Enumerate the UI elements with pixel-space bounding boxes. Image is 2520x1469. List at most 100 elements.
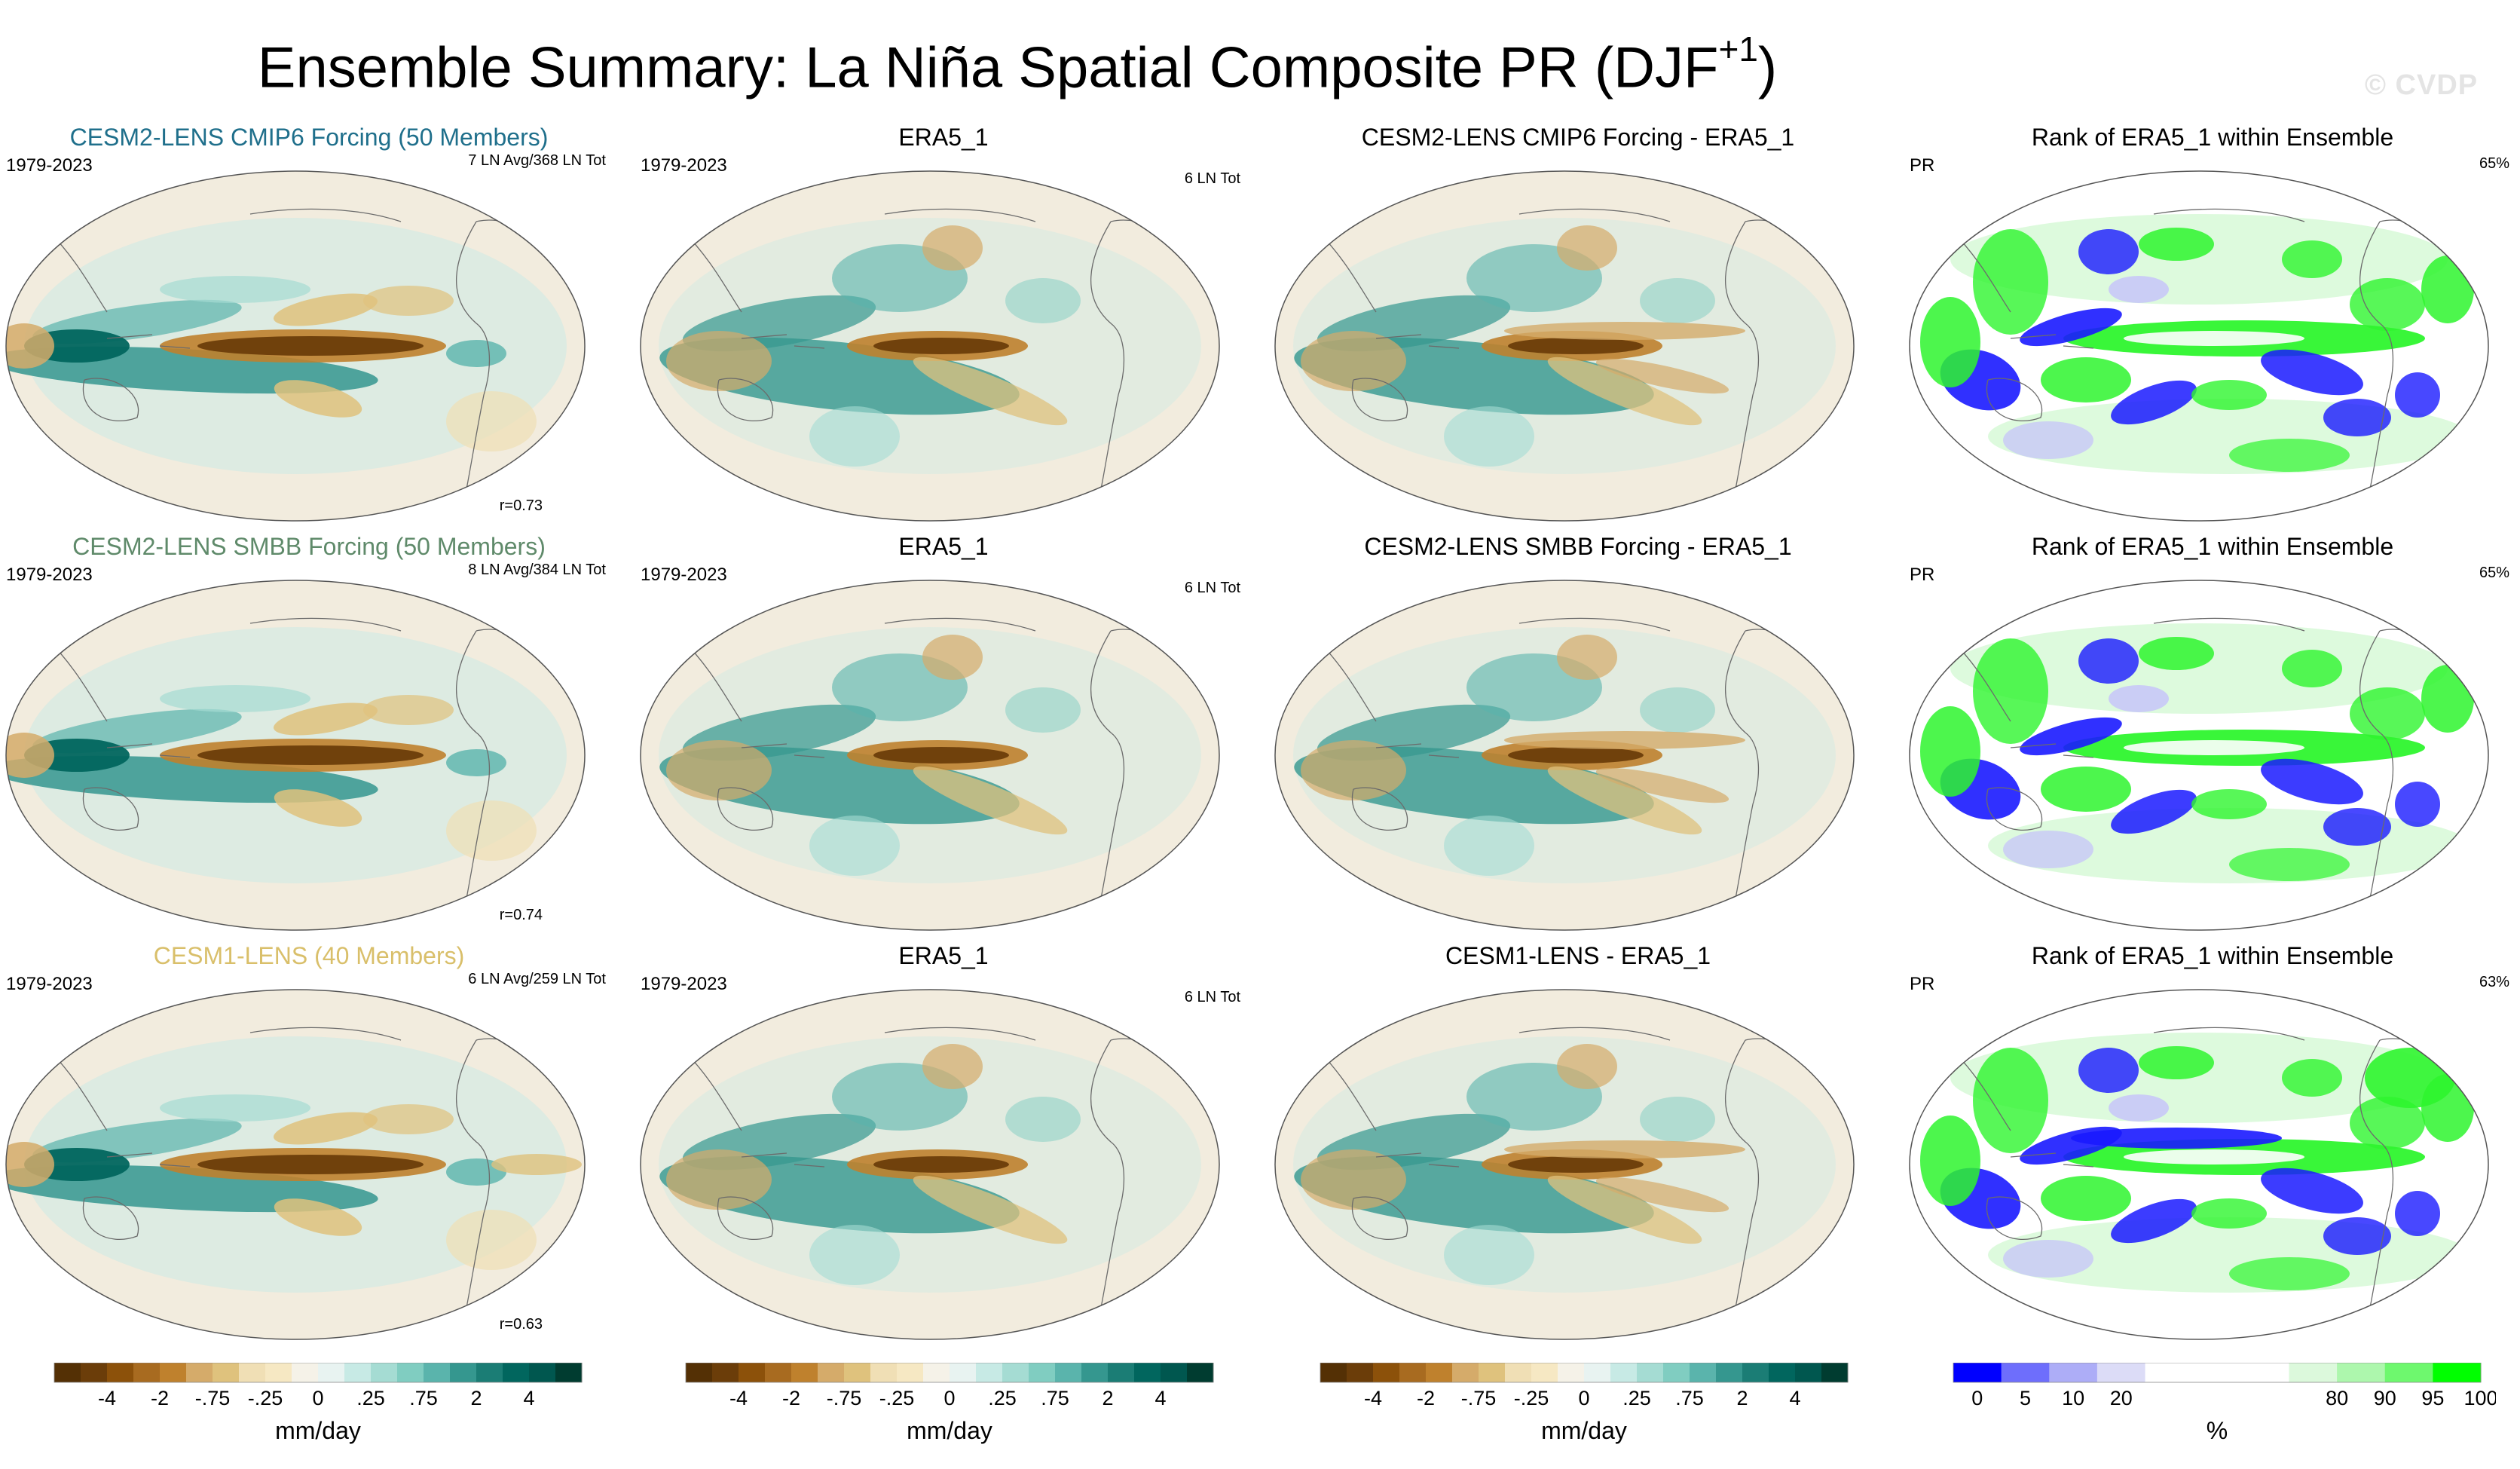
colorbar-tick-label: .75 [1041, 1387, 1069, 1409]
precip-anomaly-region [1640, 687, 1715, 733]
colorbar-swatch [1187, 1363, 1214, 1382]
precip-anomaly-region [1444, 1225, 1534, 1285]
colorbar-swatch [1716, 1363, 1743, 1382]
precip-anomaly-region [2078, 638, 2139, 684]
precip-anomaly-region [873, 747, 1009, 764]
coastline [1375, 334, 1460, 349]
colorbar-swatch [712, 1363, 739, 1382]
precip-anomaly-region [2139, 637, 2214, 670]
map-outline [5, 989, 586, 1340]
map-obs [640, 989, 1220, 1340]
event-count-label: 7 LN Avg/368 LN Tot [468, 152, 606, 169]
precip-anomaly-region [1950, 623, 2448, 714]
colorbar-swatch [2096, 1363, 2146, 1382]
colorbar-pr-1-svg: -4 -2 -.75 -.25 0 .25 .75 2 4 [54, 1363, 583, 1409]
colorbar-tick-label: 0 [1578, 1387, 1589, 1409]
precip-anomaly-region [1508, 1156, 1644, 1173]
colorbar-swatch [239, 1363, 266, 1382]
map-panel-obs: ERA5_1 1979-2023 6 LN Tot [635, 122, 1252, 529]
colorbar-tick-label: -.75 [1461, 1387, 1497, 1409]
correlation-label: r=0.74 [499, 907, 543, 923]
colorbar-unit: % [2206, 1417, 2228, 1444]
colorbar-swatch [1161, 1363, 1188, 1382]
panel-title: CESM2-LENS CMIP6 Forcing (50 Members) [69, 124, 549, 151]
precip-anomaly-region [666, 1149, 772, 1210]
precip-anomaly-region [2191, 1198, 2267, 1229]
colorbar-unit: mm/day [1541, 1417, 1627, 1444]
colorbar-tick-label: -4 [98, 1387, 116, 1409]
precip-anomaly-region [2365, 1048, 2455, 1108]
map-rank [1909, 989, 2489, 1340]
colorbar-tick-label: 5 [2020, 1387, 2031, 1409]
precip-anomaly-region [1508, 338, 1644, 354]
years-label: 1979-2023 [641, 974, 727, 994]
precip-anomaly-region [1595, 358, 1729, 394]
precip-anomaly-region [1557, 635, 1617, 680]
precip-anomaly-region [1973, 638, 2048, 744]
colorbar-tick-label: -2 [1417, 1387, 1435, 1409]
colorbar-swatch [397, 1363, 424, 1382]
colorbar-swatch [1134, 1363, 1161, 1382]
panel-title: CESM2-LENS CMIP6 Forcing - ERA5_1 [1361, 124, 1795, 151]
colorbar-swatch [2289, 1363, 2338, 1382]
panel-title: ERA5_1 [898, 942, 989, 969]
colorbar-swatch [476, 1363, 503, 1382]
precip-anomaly-region [2109, 1094, 2169, 1122]
coastline [1375, 1152, 1460, 1168]
precip-anomaly-region [2191, 789, 2267, 819]
colorbar-swatch [1769, 1363, 1796, 1382]
event-count-label: 8 LN Avg/384 LN Tot [468, 562, 606, 578]
coastline [2359, 1039, 2393, 1312]
colorbar-tick-label: -.25 [1514, 1387, 1549, 1409]
colorbar-swatch [2433, 1363, 2482, 1382]
panel-title: Rank of ERA5_1 within Ensemble [2031, 533, 2394, 560]
colorbar-swatch [791, 1363, 818, 1382]
precip-anomaly-region [1920, 297, 1980, 387]
coastline [2359, 630, 2393, 903]
coastline [1351, 787, 1408, 831]
precip-anomaly-region [1444, 816, 1534, 876]
coastline [82, 378, 139, 421]
coastline [884, 208, 1036, 222]
map-model [5, 170, 586, 522]
map-outline [1909, 580, 2489, 931]
panel-title: ERA5_1 [898, 533, 989, 560]
map-panel-diff: CESM1-LENS - ERA5_1 [1269, 941, 1887, 1348]
precip-anomaly-region [1640, 1097, 1715, 1142]
percent-label: 65% [2479, 565, 2509, 581]
precip-anomaly-region [2421, 665, 2474, 733]
precip-anomaly-region [2323, 399, 2391, 436]
coastline [884, 617, 1036, 632]
precip-anomaly-region [160, 685, 310, 712]
colorbar-swatch [529, 1363, 556, 1382]
colorbar-swatch [870, 1363, 898, 1382]
precip-anomaly-region [274, 789, 362, 827]
precip-anomaly-region [491, 1154, 582, 1175]
map-outline [1274, 580, 1855, 931]
map-model [5, 989, 586, 1340]
precip-anomaly-region [274, 1198, 362, 1236]
map-obs [640, 170, 1220, 522]
colorbar-swatch [344, 1363, 372, 1382]
coastline [455, 630, 490, 903]
colorbar-swatch [1584, 1363, 1611, 1382]
precip-anomaly-region [197, 1155, 424, 1174]
colorbar-tick-label: 80 [2326, 1387, 2348, 1409]
precip-anomaly-region [2041, 357, 2131, 402]
coastline [1724, 1039, 1759, 1312]
map-outline [1909, 989, 2489, 1340]
precip-anomaly-region [1920, 706, 1980, 797]
colorbar-swatch [897, 1363, 924, 1382]
precip-anomaly-region [446, 1158, 506, 1186]
coastline [741, 334, 825, 349]
precip-anomaly-region [2003, 1240, 2093, 1278]
coastline [2153, 208, 2305, 222]
colorbar-swatch [503, 1363, 530, 1382]
colorbar-swatch [1795, 1363, 1822, 1382]
precip-anomaly-region [1973, 229, 2048, 335]
colorbar-tick-label: 2 [1736, 1387, 1748, 1409]
precip-anomaly-region [1301, 331, 1406, 391]
precip-anomaly-region [2229, 1257, 2350, 1290]
colorbar-frame [685, 1363, 1214, 1383]
precip-anomaly-region [2139, 1046, 2214, 1079]
